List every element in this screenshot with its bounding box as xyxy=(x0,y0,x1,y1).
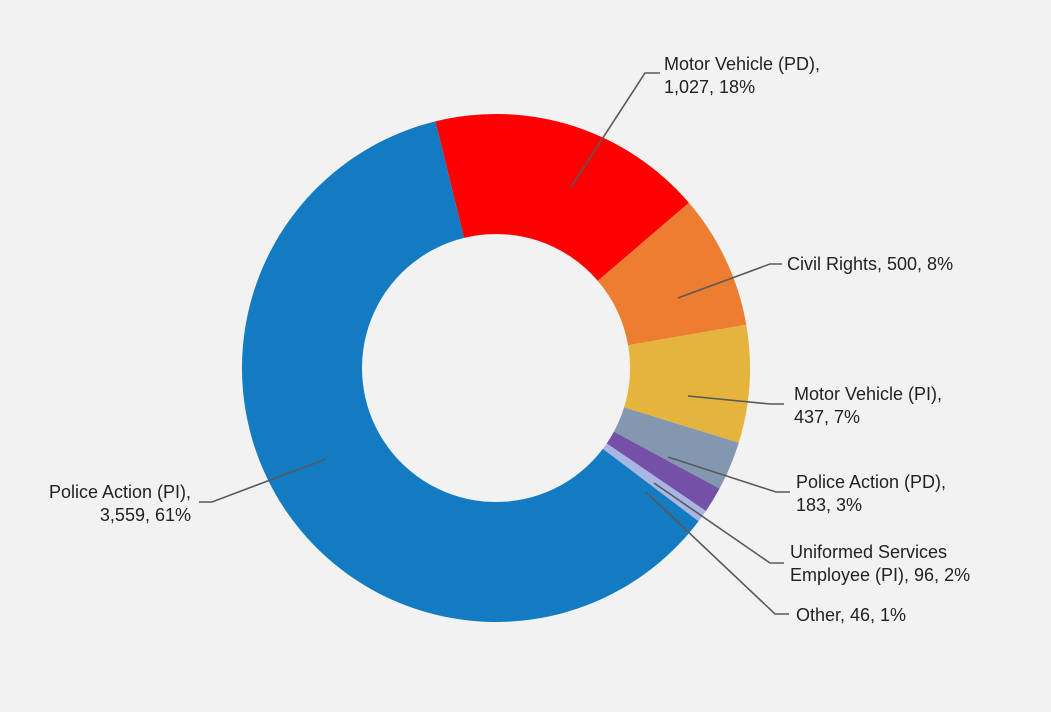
slice-motor-vehicle-pd xyxy=(435,114,689,281)
data-label: Police Action (PD), 183, 3% xyxy=(796,472,946,515)
data-label-line: Other, 46, 1% xyxy=(796,605,906,625)
data-label: Uniformed Services Employee (PI), 96, 2% xyxy=(790,542,970,585)
slice-civil-rights xyxy=(597,202,747,346)
data-label-line: 437, 7% xyxy=(794,407,860,427)
leader-line xyxy=(645,491,789,615)
data-label-line: Uniformed Services xyxy=(790,542,947,562)
data-label-line: Civil Rights, 500, 8% xyxy=(787,254,953,274)
leader-line xyxy=(653,482,784,564)
data-label-line: 1,027, 18% xyxy=(664,77,755,97)
data-label: Motor Vehicle (PI), 437, 7% xyxy=(794,384,942,427)
leader-line xyxy=(199,458,327,503)
slice-police-action-pi xyxy=(242,121,699,622)
leader-line xyxy=(687,395,784,405)
data-label-line: Police Action (PD), xyxy=(796,472,946,492)
data-label-line: Police Action (PI), xyxy=(49,482,191,502)
data-label-line: Motor Vehicle (PD), xyxy=(664,54,820,74)
data-label: Police Action (PI), 3,559, 61% xyxy=(49,482,191,525)
data-label-line: Employee (PI), 96, 2% xyxy=(790,565,970,585)
leader-lines-group xyxy=(199,72,790,615)
slice-uniformed-services-employee-pi xyxy=(606,431,720,512)
slices-group xyxy=(242,114,750,622)
data-label: Civil Rights, 500, 8% xyxy=(787,254,953,274)
data-label: Motor Vehicle (PD), 1,027, 18% xyxy=(664,54,820,97)
data-label-line: 3,559, 61% xyxy=(100,505,191,525)
slice-police-action-pd xyxy=(613,407,739,489)
data-label-line: Motor Vehicle (PI), xyxy=(794,384,942,404)
slice-motor-vehicle-pi xyxy=(624,324,750,443)
leader-line xyxy=(570,72,660,188)
leader-line xyxy=(667,456,790,493)
data-labels-group: Motor Vehicle (PD), 1,027, 18% Civil Right… xyxy=(49,54,970,625)
leader-line xyxy=(677,263,782,299)
data-label: Other, 46, 1% xyxy=(796,605,906,625)
data-label-line: 183, 3% xyxy=(796,495,862,515)
